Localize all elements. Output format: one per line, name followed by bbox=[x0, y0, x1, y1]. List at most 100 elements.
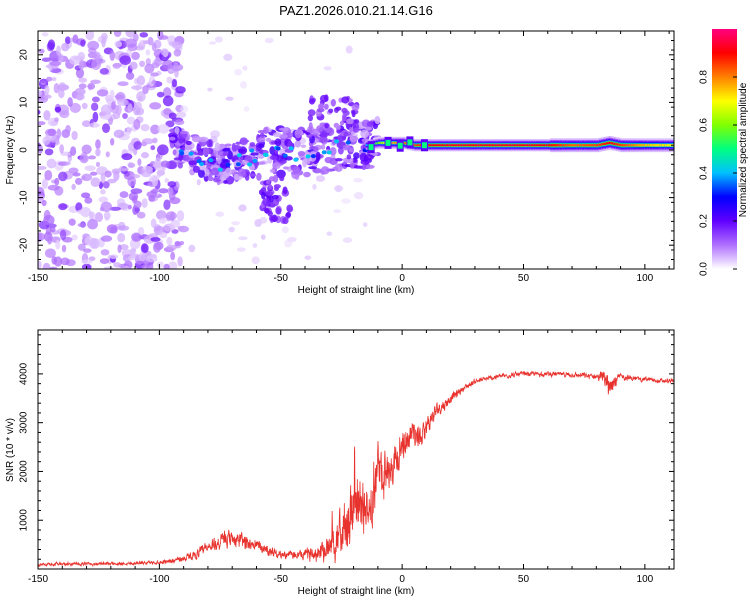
spectrogram-ridge-segment bbox=[610, 142, 614, 145]
spectrogram-noise-blob bbox=[174, 119, 185, 126]
spectrogram-noise-blob bbox=[151, 62, 160, 69]
spectrogram-x-tick-label: 50 bbox=[518, 273, 530, 284]
spectrogram-wisp-blob bbox=[323, 103, 329, 110]
spectrogram-scatter-blob bbox=[226, 150, 233, 160]
spectrogram-faint-blob bbox=[214, 36, 223, 43]
spectrogram-noise-blob bbox=[151, 175, 159, 187]
spectrogram-noise-blob bbox=[149, 102, 162, 110]
spectrogram-noise-blob bbox=[82, 248, 92, 253]
spectrogram-bright-spot bbox=[310, 154, 316, 159]
spectrogram-noise-blob bbox=[161, 166, 166, 172]
spectrogram-noise-blob bbox=[67, 97, 73, 108]
spectrogram-noise-blob bbox=[61, 244, 67, 253]
spectrogram-faint-blob bbox=[208, 41, 217, 45]
spectrogram-ridge-segment bbox=[579, 144, 583, 147]
spectrogram-scatter-blob bbox=[214, 142, 220, 152]
spectrogram-noise-blob bbox=[157, 144, 169, 156]
spectrogram-ridge-segment bbox=[448, 144, 452, 147]
spectrogram-ridge-segment bbox=[365, 144, 369, 147]
spectrogram-scatter-blob bbox=[219, 162, 227, 168]
spectrogram-scatter-blob bbox=[237, 168, 246, 177]
spectrogram-ridge-segment bbox=[491, 144, 495, 147]
spectrogram-noise-blob bbox=[64, 36, 71, 45]
spectrogram-noise-blob bbox=[71, 234, 78, 241]
spectrogram-arm-blob bbox=[265, 191, 274, 196]
spectrogram-scatter-blob bbox=[172, 149, 177, 156]
spectrogram-faint-blob bbox=[362, 222, 368, 227]
spectrogram-faint-blob bbox=[243, 105, 250, 112]
spectrogram-noise-blob bbox=[84, 197, 93, 204]
spectrogram-noise-blob bbox=[47, 184, 60, 191]
spectrogram-ridge-segment bbox=[472, 144, 476, 147]
spectrogram-noise-blob bbox=[81, 144, 92, 155]
spectrogram-noise-blob bbox=[170, 219, 181, 228]
spectrogram-noise-blob bbox=[47, 39, 56, 50]
spectrogram-noise-blob bbox=[79, 154, 89, 164]
spectrogram-noise-blob bbox=[133, 200, 142, 209]
spectrogram-faint-blob bbox=[207, 87, 213, 92]
spectrogram-noise-blob bbox=[71, 130, 78, 141]
spectrogram-scatter-blob bbox=[245, 155, 253, 161]
spectrogram-noise-blob bbox=[141, 198, 148, 209]
spectrogram-ridge-segment bbox=[440, 144, 444, 147]
spectrogram-noise-blob bbox=[122, 112, 128, 119]
spectrogram-noise-blob bbox=[90, 79, 101, 85]
spectrogram-faint-blob bbox=[353, 192, 364, 200]
spectrogram-noise-blob bbox=[137, 226, 145, 236]
spectrogram-scatter-blob bbox=[239, 139, 250, 143]
spectrogram-ridge-segment bbox=[487, 144, 491, 147]
spectrogram-ridge-segment bbox=[518, 144, 522, 147]
spectrogram-noise-blob bbox=[126, 116, 136, 125]
spectrogram-wisp-blob bbox=[342, 114, 347, 122]
spectrogram-ridge-segment bbox=[603, 142, 607, 145]
spectrogram-noise-blob bbox=[38, 121, 46, 126]
spectrogram-noise-blob bbox=[46, 76, 53, 82]
spectrogram-scatter-blob bbox=[198, 136, 209, 143]
spectrogram-noise-blob bbox=[99, 258, 110, 264]
snr-y-ticks: 1000 2000 3000 4000 bbox=[19, 334, 674, 560]
spectrogram-noise-blob bbox=[177, 225, 184, 231]
spectrogram-scatter-blob bbox=[346, 154, 352, 160]
spectrogram-ridge-segment bbox=[533, 144, 537, 147]
spectrogram-noise-blob bbox=[102, 123, 111, 134]
spectrogram-scatter-blob bbox=[235, 141, 242, 145]
spectrogram-scatter-blob bbox=[250, 152, 259, 156]
snr-x-tick-label: 50 bbox=[518, 574, 530, 585]
spectrogram-ridge-segment bbox=[455, 144, 459, 147]
spectrogram-noise-blob bbox=[113, 129, 125, 138]
spectrogram-scatter-blob bbox=[202, 147, 210, 156]
spectrogram-noise-blob bbox=[125, 31, 137, 38]
spectrogram-bright-spot bbox=[199, 162, 205, 167]
spectrogram-noise-blob bbox=[49, 266, 58, 269]
spectrogram-scatter-blob bbox=[177, 162, 183, 169]
spectrogram-ridge-segment bbox=[552, 144, 556, 147]
spectrogram-scatter-blob bbox=[292, 166, 301, 174]
spectrogram-noise-blob bbox=[130, 188, 143, 194]
spectrogram-scatter-blob bbox=[184, 146, 193, 151]
spectrogram-noise-blob bbox=[69, 55, 81, 66]
spectrogram-scatter-blob bbox=[249, 142, 256, 147]
spectrogram-ridge-segment bbox=[377, 141, 381, 144]
spectrogram-noise-blob bbox=[78, 77, 88, 83]
spectrogram-noise-blob bbox=[137, 158, 142, 166]
spectrogram-ridge-segment bbox=[630, 144, 634, 147]
spectrogram-scatter-blob bbox=[276, 169, 286, 179]
spectrogram-noise-blob bbox=[142, 85, 149, 95]
spectrogram-arm-blob bbox=[282, 217, 289, 225]
spectrogram-noise-blob bbox=[160, 35, 169, 40]
spectrogram-noise-blob bbox=[106, 224, 118, 234]
spectrogram-wisp-blob bbox=[348, 126, 353, 133]
spectrogram-faint-blob bbox=[281, 226, 289, 234]
spectrogram-noise-blob bbox=[136, 75, 146, 86]
spectrogram-ridge-segment bbox=[596, 144, 600, 147]
spectrogram-noise-blob bbox=[88, 122, 100, 128]
spectrogram-scatter-blob bbox=[374, 116, 381, 125]
spectrogram-ridge-segment bbox=[394, 141, 398, 144]
spectrogram-noise-blob bbox=[81, 192, 91, 199]
spectrogram-ridge-segment bbox=[647, 144, 651, 147]
spectrogram-noise-blob bbox=[87, 83, 96, 90]
snr-x-label: Height of straight line (km) bbox=[298, 586, 415, 597]
spectrogram-ridge-segment bbox=[601, 143, 605, 146]
spectrogram-ridge-segment bbox=[462, 144, 466, 147]
spectrogram-ridge-segment bbox=[642, 144, 646, 147]
